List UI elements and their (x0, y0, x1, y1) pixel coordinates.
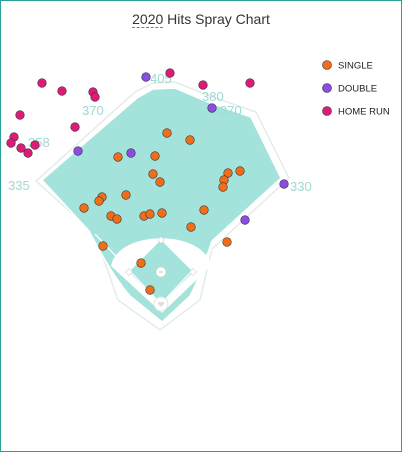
hits-layer (6, 68, 289, 295)
distance-label-370-right: 370 (220, 103, 242, 118)
hit-marker-single-42 (98, 241, 108, 251)
hit-marker-home-run-4 (165, 68, 175, 78)
hit-marker-single-27 (235, 166, 245, 176)
hit-marker-single-38 (145, 209, 155, 219)
legend-marker-single (322, 60, 332, 70)
hit-marker-double-18 (279, 179, 289, 189)
hit-marker-single-43 (136, 258, 146, 268)
legend-marker-double (322, 83, 332, 93)
hit-marker-single-40 (186, 222, 196, 232)
distance-label-330: 330 (290, 179, 312, 194)
legend-label-home-run: HOME RUN (338, 107, 390, 118)
hit-marker-single-36 (112, 214, 122, 224)
foul-line-right (160, 248, 213, 305)
legend: SINGLE DOUBLE HOME RUN (322, 60, 390, 118)
hit-marker-single-24 (148, 169, 158, 179)
home-plate (158, 302, 164, 307)
chart-title: 2020 Hits Spray Chart (0, 11, 402, 28)
hit-marker-single-32 (94, 196, 104, 206)
hit-marker-home-run-0 (37, 78, 47, 88)
hit-marker-double-15 (207, 103, 217, 113)
hit-marker-double-19 (240, 215, 250, 225)
second-base (157, 236, 165, 244)
legend-label-single: SINGLE (338, 61, 373, 72)
hit-marker-home-run-5 (198, 80, 208, 90)
hit-marker-single-23 (150, 151, 160, 161)
hit-marker-home-run-8 (70, 122, 80, 132)
park-outline (34, 81, 290, 331)
distance-label-370-left: 370 (82, 103, 104, 118)
hit-marker-double-16 (73, 146, 83, 156)
hit-marker-single-22 (113, 152, 123, 162)
outfield-grass (40, 87, 282, 323)
hit-marker-double-17 (126, 148, 136, 158)
hit-marker-single-34 (199, 205, 209, 215)
legend-marker-home-run (322, 106, 332, 116)
hit-marker-home-run-6 (245, 78, 255, 88)
hit-marker-home-run-1 (57, 86, 67, 96)
hit-marker-single-41 (222, 237, 232, 247)
hit-marker-double-14 (141, 72, 151, 82)
hit-marker-home-run-10 (6, 138, 16, 148)
third-base (125, 268, 133, 276)
legend-label-double: DOUBLE (338, 84, 377, 95)
hit-marker-home-run-13 (30, 140, 40, 150)
hit-marker-single-29 (218, 182, 228, 192)
hit-marker-home-run-7 (15, 110, 25, 120)
hit-marker-home-run-11 (16, 143, 26, 153)
hit-marker-home-run-12 (23, 148, 33, 158)
hit-marker-single-21 (185, 135, 195, 145)
distance-label-335: 335 (8, 178, 30, 193)
hit-marker-single-33 (79, 203, 89, 213)
hit-marker-single-25 (155, 177, 165, 187)
title-rest: Hits Spray Chart (163, 11, 270, 27)
hit-marker-home-run-3 (90, 92, 100, 102)
hit-marker-single-44 (145, 285, 155, 295)
hit-marker-single-26 (223, 168, 233, 178)
hit-marker-single-39 (157, 208, 167, 218)
title-year: 2020 (132, 11, 164, 28)
distance-label-380: 380 (202, 89, 224, 104)
first-base (189, 268, 197, 276)
hit-marker-single-20 (162, 128, 172, 138)
hit-marker-single-30 (121, 190, 131, 200)
